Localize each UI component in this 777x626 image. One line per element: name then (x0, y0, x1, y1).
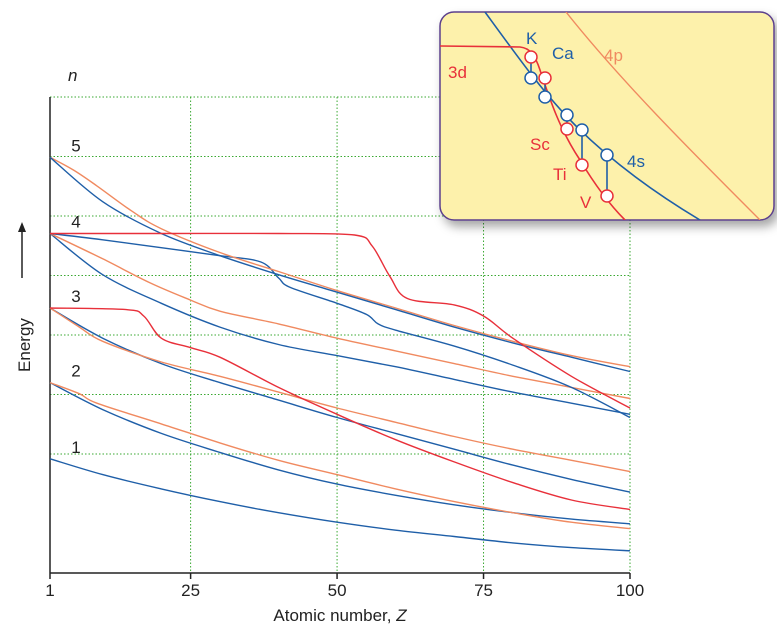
series-line-11 (49, 232, 631, 409)
y-axis-arrow-head (18, 222, 26, 232)
inset-k-3d-marker (524, 50, 538, 64)
n-level-label: 1 (71, 438, 80, 457)
inset-v-label: V (580, 193, 592, 212)
series-line-10 (49, 156, 631, 373)
series-line-5 (49, 307, 631, 511)
inset-v-3d-marker (600, 189, 614, 203)
inset-ti-3d-marker (575, 158, 589, 172)
inset-curves (440, 12, 761, 220)
inset-4s-curve (484, 12, 701, 220)
series-line-2 (49, 381, 631, 530)
series-line-3 (49, 307, 631, 493)
inset-zoom-panel: 3d 4p 4s K Ca Sc Ti V (439, 11, 775, 221)
x-tick-label: 50 (328, 581, 347, 600)
inset-sc-3d-marker (560, 122, 574, 136)
series-line-6 (49, 232, 631, 415)
n-level-label: 3 (71, 287, 80, 306)
inset-k-label: K (526, 29, 538, 48)
chart-series (49, 156, 631, 552)
series-line-0 (49, 458, 631, 552)
series-line-1 (49, 381, 631, 525)
x-tick-label: 1 (45, 581, 54, 600)
x-tick-label: 25 (181, 581, 200, 600)
inset-ca-4s-marker (538, 90, 552, 104)
inset-4s-label: 4s (627, 152, 645, 171)
series-line-4 (49, 307, 631, 473)
x-axis-label: Atomic number, Z (273, 606, 407, 625)
x-tick-label: 100 (616, 581, 644, 600)
inset-k-4s-marker (524, 71, 538, 85)
inset-ca-3d-marker (538, 71, 552, 85)
inset-sc-4s-marker (560, 108, 574, 122)
series-line-8 (49, 232, 631, 419)
inset-ca-label: Ca (552, 44, 574, 63)
chart-axes (49, 97, 631, 579)
inset-sc-label: Sc (530, 135, 550, 154)
series-line-9 (49, 156, 631, 368)
inset-ti-label: Ti (553, 165, 567, 184)
series-line-7 (49, 232, 631, 400)
n-axis-label: n (68, 66, 77, 85)
inset-4p-label: 4p (604, 46, 623, 65)
y-axis-label-group: Energy (15, 222, 34, 372)
inset-4p-curve (565, 12, 761, 220)
n-level-labels: 1 2 3 4 5 (71, 136, 80, 456)
x-tick-labels: 1 25 50 75 100 (45, 581, 644, 600)
n-level-label: 4 (71, 212, 80, 231)
inset-3d-label: 3d (448, 63, 467, 82)
n-level-label: 2 (71, 362, 80, 381)
inset-ti-4s-marker (575, 123, 589, 137)
x-tick-label: 75 (474, 581, 493, 600)
inset-v-4s-marker (600, 148, 614, 162)
y-axis-label: Energy (15, 318, 34, 372)
n-level-label: 5 (71, 136, 80, 155)
